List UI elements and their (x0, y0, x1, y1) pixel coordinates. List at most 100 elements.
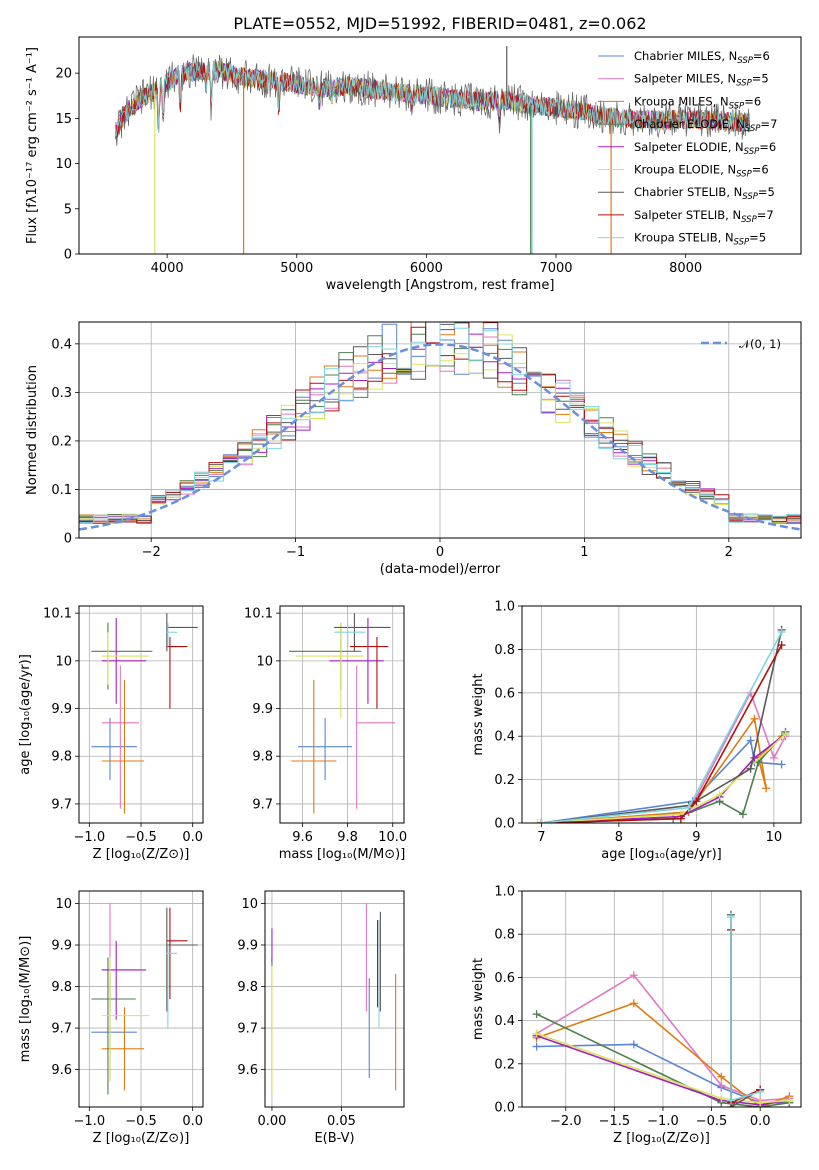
legend-count: 7 (766, 208, 773, 222)
legend-n: N (725, 231, 734, 245)
metallicity-mass-panel: −1.0 −0.5 0.0 9.6 9.7 9.8 9.9 10 Z [log₁₀(Z/Z⊙)]… (18, 890, 204, 1146)
y-tick-label: 9.7 (252, 797, 273, 812)
x-tick-label: 4000 (151, 261, 184, 276)
x-tick-label: 1 (580, 545, 588, 560)
x-tick-label: 9.6 (292, 830, 313, 845)
y-axis-label: Flux [fλ10⁻¹⁷ erg cm⁻² s⁻¹ A⁻¹] (25, 47, 40, 244)
y-tick-label: 9.7 (51, 797, 72, 812)
weight-line (541, 644, 783, 823)
y-tick-label: 1.0 (494, 600, 515, 615)
x-tick-label: −1.0 (74, 830, 106, 845)
x-tick-label: 9.8 (337, 830, 358, 845)
plot-area (91, 903, 198, 1095)
legend-sub: SSP (736, 79, 752, 89)
x-tick-label: 0 (436, 545, 444, 560)
legend-separator: , (720, 72, 727, 86)
legend-sub: SSP (729, 101, 745, 111)
legend-entry: Kroupa MILES, NSSP=6 (634, 94, 761, 111)
axes-frame (279, 605, 405, 824)
legend-n: N (735, 140, 744, 154)
x-tick-label: 0.05 (327, 1114, 356, 1129)
axes-frame (521, 890, 802, 1108)
legend-count: 6 (761, 163, 768, 177)
y-tick-label: 0.3 (51, 386, 72, 401)
legend-name: Chabrier STELIB (634, 185, 726, 199)
y-tick-label: 9.8 (51, 980, 72, 995)
legend-equals: = (760, 117, 770, 131)
y-axis-label: mass weight (471, 958, 486, 1040)
y-tick-label: 9.7 (51, 1022, 72, 1037)
legend-count: 6 (763, 49, 770, 63)
legend-entry: Chabrier MILES, NSSP=6 (634, 49, 770, 66)
y-tick-label: 10 (55, 897, 72, 912)
residual-histogram-panel: −2 −1 0 1 2 0 0.1 0.2 0.3 0.4 (data-model)/error No… (25, 321, 802, 577)
y-tick-label: 9.8 (51, 750, 72, 765)
y-tick-label: 9.9 (51, 939, 72, 954)
legend-separator: , (720, 163, 727, 177)
x-tick-label: 8 (615, 830, 623, 845)
spectrum-line (114, 62, 751, 137)
legend-name: Kroupa STELIB (634, 231, 718, 245)
weight-line (536, 1034, 790, 1106)
plot-area (79, 322, 801, 531)
y-tick-label: 9.9 (252, 702, 273, 717)
y-tick-label: 0.8 (494, 928, 515, 943)
legend-count: 6 (769, 140, 776, 154)
y-tick-label: 0 (64, 248, 72, 263)
y-axis-label: mass [log₁₀(M/M⊙)] (18, 936, 33, 1063)
y-tick-label: 9.9 (237, 939, 258, 954)
x-axis-label: E(B-V) (314, 1131, 354, 1146)
x-tick-label: −1 (286, 545, 305, 560)
weight-line (537, 733, 787, 823)
spectrum-line (114, 60, 751, 137)
legend-sub: SSP (736, 170, 752, 180)
legend-separator: , (728, 140, 735, 154)
legend-name: Salpeter MILES (634, 72, 720, 86)
y-tick-label: 10 (241, 897, 258, 912)
axes-frame (78, 890, 204, 1108)
legend-equals: = (757, 208, 767, 222)
spectrum-panel: 4000 5000 6000 7000 8000 0 5 10 15 20 wavelength [… (25, 36, 802, 293)
x-tick-label: 8000 (669, 261, 702, 276)
y-tick-label: 1.0 (494, 885, 515, 900)
mass-age-panel: 9.6 9.8 10.0 9.7 9.8 9.9 10 10.1 mass [log₁₀(M/M… (244, 605, 407, 862)
weight-line (536, 1013, 790, 1107)
weight-line (541, 690, 787, 823)
legend-equals: = (753, 49, 763, 63)
legend-n: N (727, 163, 736, 177)
legend-equals: = (758, 185, 768, 199)
legend-equals: = (749, 231, 759, 245)
x-tick-label: 10.0 (378, 830, 407, 845)
legend-name: Chabrier MILES (634, 49, 721, 63)
x-axis-label: Z [log₁₀(Z/Z⊙)] (93, 847, 190, 862)
x-tick-label: −0.5 (125, 830, 157, 845)
legend-entry: Salpeter MILES, NSSP=5 (634, 72, 769, 89)
legend-count: 5 (761, 72, 768, 86)
y-tick-label: 20 (55, 67, 72, 82)
legend-name: Chabrier ELODIE (634, 117, 729, 131)
legend-entry: Salpeter STELIB, NSSP=7 (634, 208, 774, 225)
y-tick-label: 9.6 (51, 1063, 72, 1078)
legend-sub: SSP (742, 192, 758, 202)
legend-sub: SSP (741, 215, 757, 225)
x-tick-label: 5000 (280, 261, 313, 276)
legend-entry: Kroupa ELODIE, NSSP=6 (634, 163, 769, 180)
axes-frame (78, 321, 802, 539)
axes-frame (521, 605, 802, 824)
x-tick-label: −0.5 (696, 1114, 728, 1129)
metallicity-age-panel: −1.0 −0.5 0.0 9.7 9.8 9.9 10 10.1 Z [log₁₀(Z/Z⊙)… (18, 605, 204, 862)
plot-area (91, 613, 198, 814)
metallicity-weight-panel: −2.0 −1.5 −1.0 −0.5 0.0 0.0 0.2 0.4 0.6 0.8 1.0 Z [… (471, 885, 802, 1146)
weight-line (541, 629, 783, 823)
y-tick-label: 9.8 (252, 750, 273, 765)
y-axis-label: mass weight (471, 673, 486, 755)
y-tick-label: 0.0 (494, 1101, 515, 1116)
legend-separator: , (729, 117, 736, 131)
x-tick-label: 10 (766, 830, 783, 845)
plot-area (533, 625, 790, 823)
weight-line (730, 916, 761, 1102)
legend-n: N (736, 117, 745, 131)
y-tick-label: 15 (55, 112, 72, 127)
legend-equals: = (759, 140, 769, 154)
age-weight-panel: 7 8 9 10 0.0 0.2 0.4 0.6 0.8 1.0 age [log₁₀(age/yr… (471, 600, 802, 862)
